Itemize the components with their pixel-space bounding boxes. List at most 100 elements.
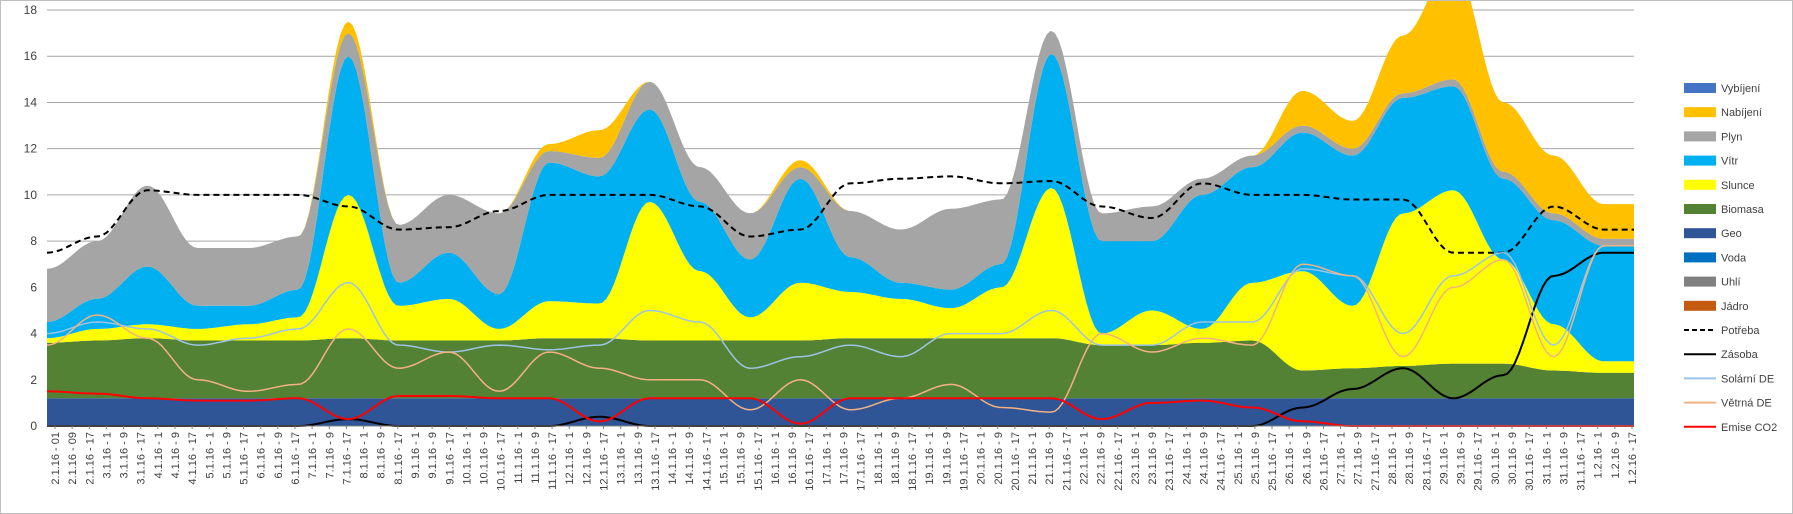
x-tick-label: 16.1.16 - 9 — [787, 432, 799, 485]
area-nabíjení — [47, 1, 1634, 269]
x-tick-label: 27.1.16 - 1 — [1336, 432, 1348, 485]
x-tick-label: 8.1.16 - 9 — [376, 432, 388, 478]
legend-label: Potřeba — [1721, 325, 1760, 337]
legend-swatch — [1684, 276, 1716, 287]
y-tick-label: 18 — [24, 3, 38, 17]
legend-swatch — [1684, 179, 1716, 190]
x-tick-label: 5.1.16 - 17 — [239, 432, 251, 485]
legend-label: Biomasa — [1721, 204, 1765, 216]
x-tick-label: 25.1.16 - 9 — [1250, 432, 1262, 485]
x-tick-label: 15.1.16 - 9 — [736, 432, 748, 485]
x-tick-label: 14.1.16 - 1 — [667, 432, 679, 485]
x-tick-label: 12.1.16 - 1 — [564, 432, 576, 485]
x-tick-label: 24.1.16 - 9 — [1198, 432, 1210, 485]
area-plyn — [47, 30, 1634, 323]
x-tick-label: 4.1.16 - 9 — [170, 432, 182, 478]
x-tick-label: 19.1.16 - 17 — [958, 432, 970, 491]
legend-item: Vybíjení — [1684, 83, 1760, 95]
legend-label: Plyn — [1721, 131, 1742, 143]
legend-label: Geo — [1721, 228, 1742, 240]
x-tick-label: 19.1.16 - 9 — [941, 432, 953, 485]
x-tick-label: 31.1.16 - 1 — [1541, 432, 1553, 485]
legend-label: Nabíjení — [1721, 107, 1762, 119]
legend-swatch — [1684, 300, 1716, 311]
x-tick-label: 2.1.16 - 01 — [50, 432, 62, 485]
area-biomasa — [47, 338, 1634, 399]
x-tick-label: 28.1.16 - 9 — [1404, 432, 1416, 485]
x-tick-label: 26.1.16 - 1 — [1284, 432, 1296, 485]
x-tick-label: 13.1.16 - 1 — [616, 432, 628, 485]
legend-swatch — [1684, 204, 1716, 214]
x-tick-label: 6.1.16 - 17 — [290, 432, 302, 485]
legend-label: Emise CO2 — [1721, 422, 1777, 434]
x-tick-label: 20.1.16 - 17 — [1010, 432, 1022, 491]
x-tick-label: 18.1.16 - 1 — [873, 432, 885, 485]
x-tick-label: 12.1.16 - 9 — [581, 432, 593, 485]
x-tick-label: 27.1.16 - 17 — [1370, 432, 1382, 491]
legend-item: Solární DE — [1684, 373, 1774, 385]
x-tick-label: 23.1.16 - 9 — [1147, 432, 1159, 485]
legend-item: Jádro — [1684, 300, 1749, 313]
legend-label: Zásoba — [1721, 349, 1759, 361]
x-tick-label: 30.1.16 - 17 — [1524, 432, 1536, 491]
x-tick-label: 10.1.16 - 9 — [479, 432, 491, 485]
y-tick-label: 14 — [24, 95, 38, 109]
x-tick-label: 9.1.16 - 17 — [444, 432, 456, 485]
y-tick-label: 4 — [30, 327, 37, 341]
x-tick-label: 8.1.16 - 1 — [359, 432, 371, 478]
x-tick-label: 30.1.16 - 1 — [1490, 432, 1502, 485]
x-tick-label: 16.1.16 - 1 — [770, 432, 782, 485]
x-tick-label: 10.1.16 - 17 — [496, 432, 508, 491]
y-tick-label: 6 — [30, 280, 37, 294]
y-tick-label: 16 — [24, 49, 38, 63]
x-tick-label: 16.1.16 - 17 — [804, 432, 816, 491]
x-tick-label: 31.1.16 - 17 — [1576, 432, 1588, 491]
x-tick-label: 17.1.16 - 9 — [839, 432, 851, 485]
legend-item: Nabíjení — [1684, 107, 1762, 119]
x-tick-label: 5.1.16 - 1 — [204, 432, 216, 478]
legend-swatch — [1684, 252, 1716, 263]
x-tick-label: 12.1.16 - 17 — [599, 432, 611, 491]
x-tick-label: 2.1.16 - 17 — [84, 432, 96, 485]
x-tick-label: 11.1.16 - 9 — [530, 432, 542, 484]
x-tick-label: 6.1.16 - 1 — [256, 432, 268, 478]
x-tick-label: 9.1.16 - 9 — [427, 432, 439, 478]
legend-label: Větrná DE — [1721, 398, 1772, 410]
area-geo — [47, 398, 1634, 426]
x-tick-label: 13.1.16 - 17 — [650, 432, 662, 491]
x-tick-label: 18.1.16 - 17 — [907, 432, 919, 491]
x-tick-label: 3.1.16 - 1 — [101, 432, 113, 478]
x-tick-label: 30.1.16 - 9 — [1507, 432, 1519, 485]
legend-label: Voda — [1721, 252, 1747, 264]
line-solární-de — [46, 244, 1634, 369]
legend-label: Vítr — [1721, 156, 1738, 168]
legend-label: Slunce — [1721, 180, 1755, 192]
x-tick-label: 14.1.16 - 9 — [684, 432, 696, 485]
x-tick-label: 11.1.16 - 1 — [513, 432, 525, 484]
x-tick-label: 11.1.16 - 17 — [547, 432, 559, 490]
x-tick-label: 19.1.16 - 1 — [924, 432, 936, 485]
y-tick-label: 2 — [30, 373, 37, 387]
x-tick-label: 7.1.16 - 1 — [307, 432, 319, 478]
legend-swatch — [1684, 107, 1716, 118]
x-tick-label: 15.1.16 - 1 — [719, 432, 731, 485]
legend-item: Větrná DE — [1684, 398, 1772, 410]
x-tick-label: 27.1.16 - 9 — [1353, 432, 1365, 485]
x-tick-label: 28.1.16 - 17 — [1421, 432, 1433, 491]
x-tick-label: 29.1.16 - 17 — [1473, 432, 1485, 491]
x-tick-label: 3.1.16 - 17 — [136, 432, 148, 485]
x-tick-label: 25.1.16 - 1 — [1233, 432, 1245, 485]
x-tick-label: 1.2.16 - 9 — [1610, 432, 1622, 478]
area-vítr — [47, 54, 1634, 362]
x-tick-label: 4.1.16 - 17 — [187, 432, 199, 485]
x-tick-label: 8.1.16 - 17 — [393, 432, 405, 485]
x-tick-label: 9.1.16 - 1 — [410, 432, 422, 478]
legend-swatch — [1684, 83, 1716, 93]
x-tick-label: 31.1.16 - 9 — [1558, 432, 1570, 485]
x-tick-label: 26.1.16 - 9 — [1301, 432, 1313, 485]
x-tick-label: 10.1.16 - 1 — [461, 432, 473, 485]
legend-swatch — [1684, 228, 1716, 239]
legend-item: Plyn — [1684, 131, 1742, 143]
x-tick-label: 22.1.16 - 1 — [1078, 432, 1090, 485]
